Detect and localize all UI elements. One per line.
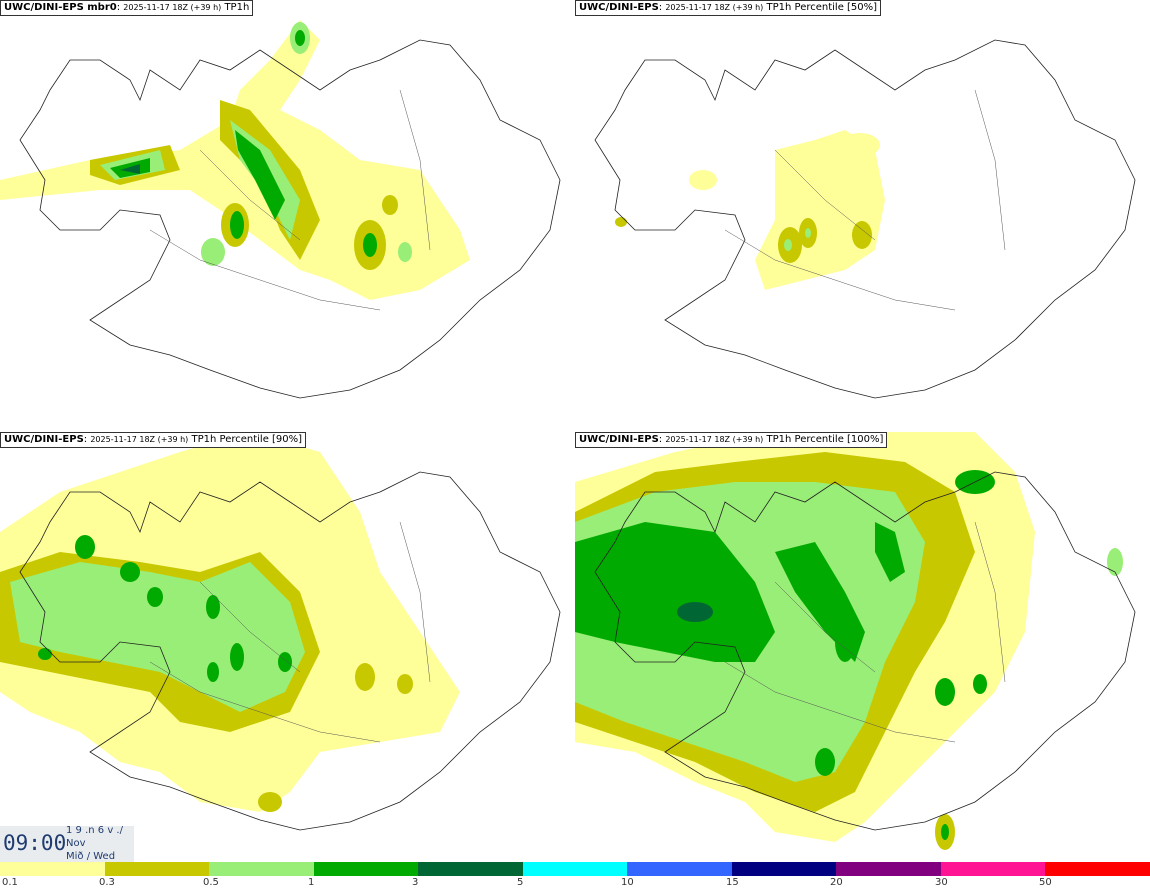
- colorbar-segment: [313, 862, 419, 876]
- colorbar-segment: [0, 862, 105, 876]
- panel-title: UWC/DINI-EPS: 2025-11-17 18Z (+39 h) TP1…: [575, 0, 882, 16]
- precip-map: [0, 432, 561, 831]
- colorbar-segment: [940, 862, 1046, 876]
- colorbar-segment: [104, 862, 210, 876]
- colorbar-segment: [1045, 862, 1150, 876]
- map-panel-mbr0: UWC/DINI-EPS mbr0: 2025-11-17 18Z (+39 h…: [0, 0, 575, 430]
- valid-time-day: 1 9 .n 6 v ./: [66, 825, 123, 836]
- colorbar-tick-label: 0.1: [2, 877, 18, 888]
- map-panel-p100: UWC/DINI-EPS: 2025-11-17 18Z (+39 h) TP1…: [575, 432, 1150, 862]
- colorbar-segment: [418, 862, 523, 876]
- colorbar-segment: [627, 862, 732, 876]
- coastline: [594, 39, 1136, 399]
- colorbar-tick-label: 50: [1039, 877, 1052, 888]
- precip-map: [0, 20, 561, 399]
- colorbar-tick-label: 10: [621, 877, 634, 888]
- precip-field: [575, 432, 1123, 850]
- colorbar-segment: [731, 862, 837, 876]
- colorbar-tick-label: 1: [308, 877, 315, 888]
- colorbar-segment: [522, 862, 628, 876]
- map-panel-p50: UWC/DINI-EPS: 2025-11-17 18Z (+39 h) TP1…: [575, 0, 1150, 430]
- coastline: [594, 471, 1136, 831]
- panel-title: UWC/DINI-EPS: 2025-11-17 18Z (+39 h) TP1…: [575, 432, 888, 448]
- precip-field: [0, 432, 460, 812]
- precip-field: [615, 130, 885, 290]
- colorbar-labels: 0.1 0.3 0.5 1 3 5 10 15 20 30 50: [0, 877, 1150, 891]
- precip-map: [594, 39, 1136, 399]
- valid-time-weekday: Mið / Wed: [66, 851, 116, 862]
- valid-time-box: 09:00 1 9 .n 6 v ./ Nov Mið / Wed: [0, 825, 134, 862]
- panel-title: UWC/DINI-EPS mbr0: 2025-11-17 18Z (+39 h…: [0, 0, 254, 16]
- precip-colorbar: [0, 862, 1150, 876]
- panel-title: UWC/DINI-EPS: 2025-11-17 18Z (+39 h) TP1…: [0, 432, 307, 448]
- colorbar-tick-label: 20: [830, 877, 843, 888]
- colorbar-tick-label: 0.3: [99, 877, 115, 888]
- map-panel-p90: UWC/DINI-EPS: 2025-11-17 18Z (+39 h) TP1…: [0, 432, 575, 862]
- valid-time-month: Nov: [66, 838, 86, 849]
- valid-time-clock: 09:00: [3, 831, 67, 855]
- colorbar-tick-label: 0.5: [203, 877, 219, 888]
- colorbar-segment: [209, 862, 314, 876]
- precip-field: [0, 20, 470, 300]
- colorbar-segment: [836, 862, 941, 876]
- coastline: [19, 39, 561, 399]
- colorbar-tick-label: 3: [412, 877, 419, 888]
- colorbar-tick-label: 30: [935, 877, 948, 888]
- precip-map: [575, 432, 1136, 850]
- coastline: [19, 471, 561, 831]
- colorbar-tick-label: 15: [726, 877, 739, 888]
- colorbar-tick-label: 5: [517, 877, 524, 888]
